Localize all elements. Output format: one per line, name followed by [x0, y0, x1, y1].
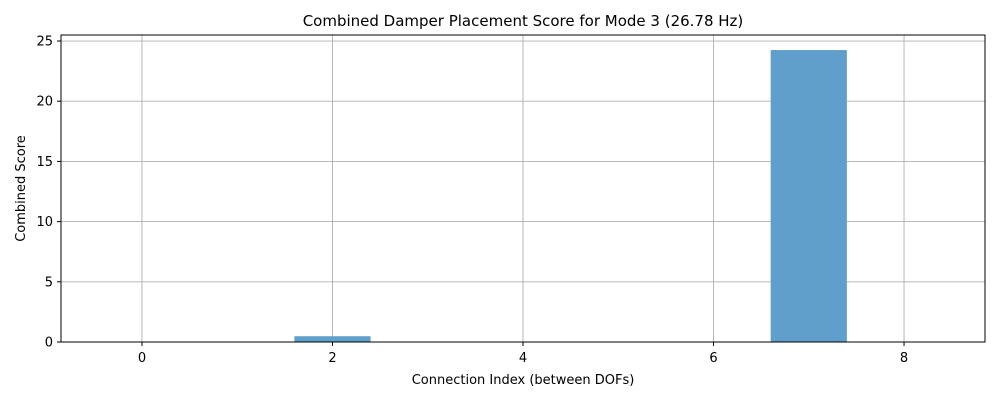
- bars: [294, 50, 847, 343]
- y-tick-label: 25: [36, 35, 53, 50]
- chart-title: Combined Damper Placement Score for Mode…: [303, 12, 744, 30]
- y-axis-label: Combined Score: [14, 135, 29, 242]
- y-tick-label: 5: [45, 275, 53, 290]
- y-tick-label: 10: [36, 215, 53, 230]
- y-tick-label: 0: [45, 336, 53, 351]
- x-axis-ticks: 0 2 4 6 8: [138, 342, 908, 366]
- x-tick-label: 8: [900, 351, 908, 366]
- y-axis-ticks: 0 5 10 15 20 25: [36, 35, 61, 351]
- x-tick-label: 6: [709, 351, 717, 366]
- bar: [770, 50, 847, 343]
- x-axis-label: Connection Index (between DOFs): [412, 373, 635, 388]
- y-tick-label: 20: [36, 95, 53, 110]
- x-tick-label: 4: [519, 351, 527, 366]
- bar: [294, 336, 371, 342]
- x-tick-label: 2: [328, 351, 336, 366]
- y-tick-label: 15: [36, 155, 53, 170]
- x-tick-label: 0: [138, 351, 146, 366]
